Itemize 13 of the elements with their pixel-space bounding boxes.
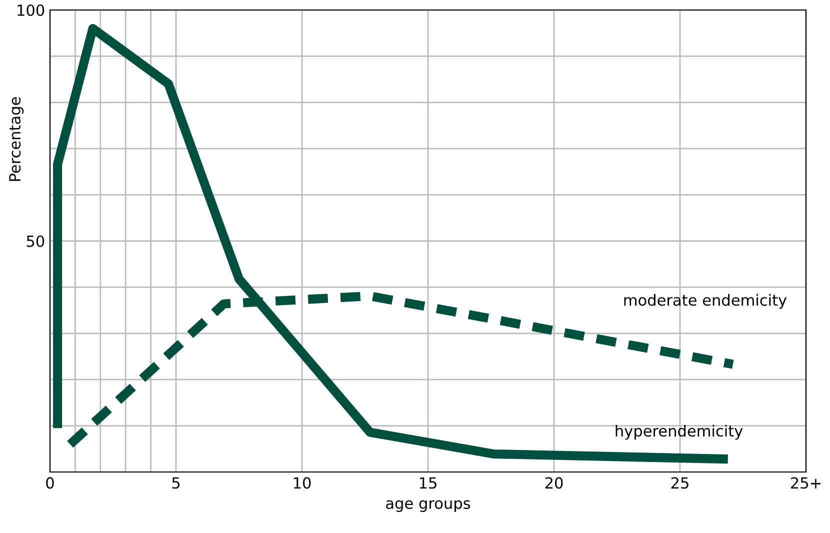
- y-axis-title: Percentage: [9, 97, 24, 181]
- x-tick-label: 0: [46, 477, 54, 489]
- x-tick-label: 25+: [791, 477, 820, 489]
- x-tick-label: 10: [294, 477, 311, 489]
- series-label: hyperendemicity: [616, 424, 743, 440]
- x-axis-title: age groups: [386, 500, 470, 512]
- y-tick-label: 50: [26, 235, 44, 248]
- x-tick-label: 25: [671, 477, 688, 489]
- x-tick-label: 15: [420, 477, 436, 489]
- x-tick-label: 5: [172, 477, 180, 489]
- x-tick-label: 20: [545, 477, 563, 489]
- text: moderate endemicity: [624, 294, 787, 309]
- y-tick-label: 100: [18, 4, 44, 16]
